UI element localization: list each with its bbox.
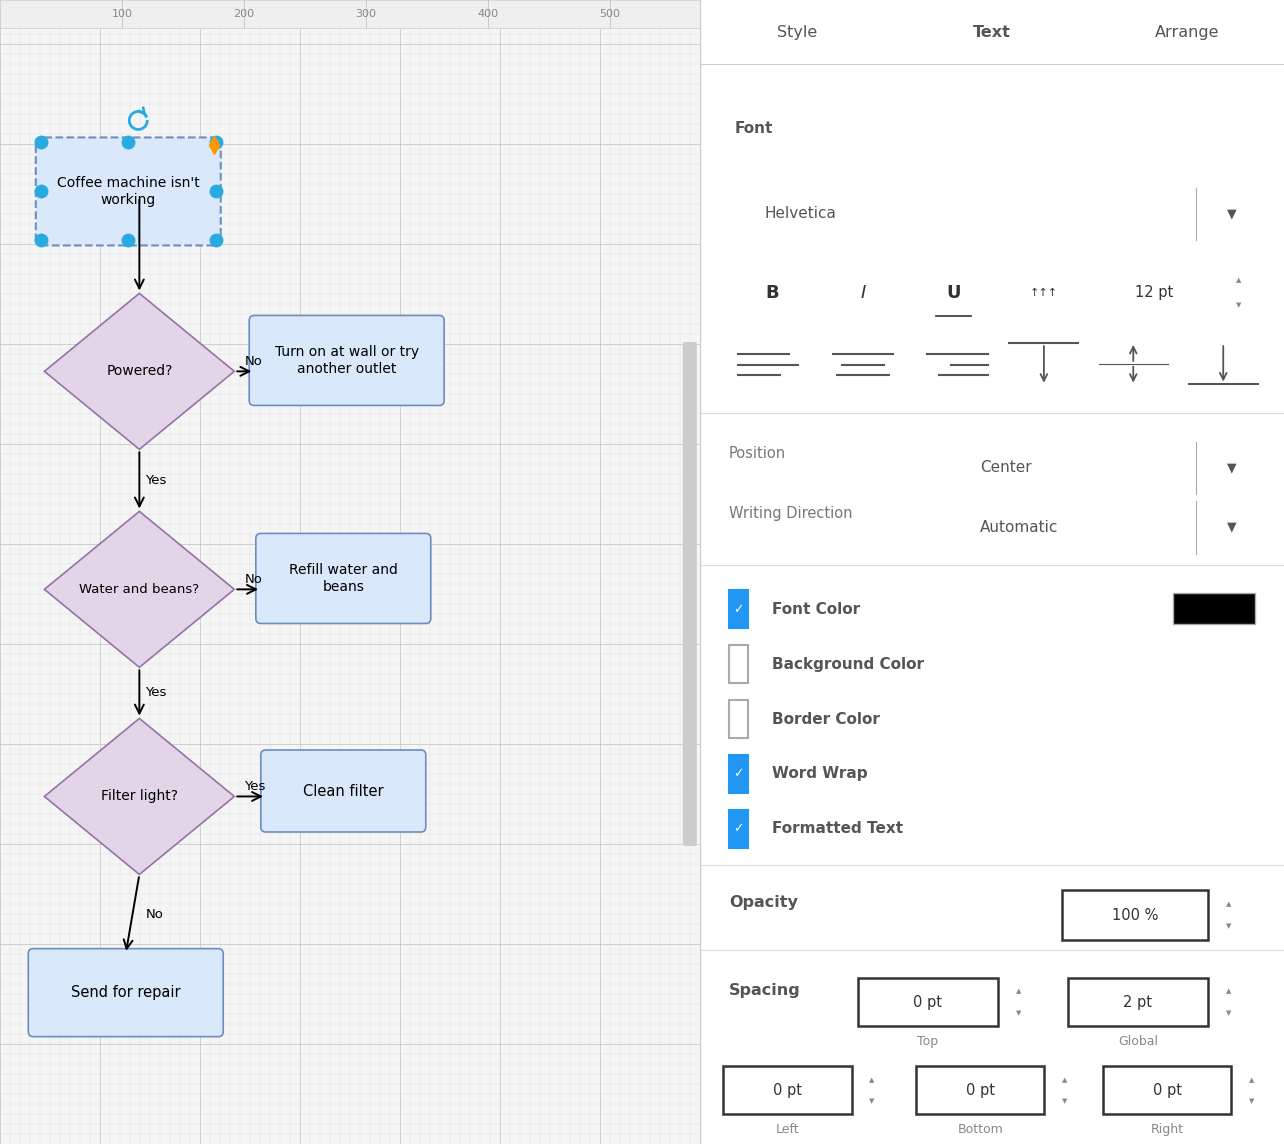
FancyBboxPatch shape — [28, 948, 223, 1036]
Text: Water and beans?: Water and beans? — [80, 582, 199, 596]
Text: 100: 100 — [112, 9, 132, 19]
Polygon shape — [45, 718, 234, 874]
Bar — [1090, 264, 1219, 321]
Text: Word Wrap: Word Wrap — [772, 766, 867, 781]
Text: ▲: ▲ — [1226, 988, 1231, 994]
FancyBboxPatch shape — [249, 316, 444, 405]
Bar — [1174, 594, 1254, 625]
Text: 400: 400 — [478, 9, 498, 19]
Bar — [998, 978, 1039, 1026]
FancyBboxPatch shape — [261, 750, 426, 832]
Text: 0 pt: 0 pt — [1153, 1082, 1181, 1098]
Text: No: No — [145, 907, 163, 921]
Text: 200: 200 — [234, 9, 254, 19]
Text: Writing Direction: Writing Direction — [729, 506, 853, 521]
Text: Global: Global — [1118, 1035, 1158, 1048]
Text: Automatic: Automatic — [980, 519, 1058, 535]
Text: ✓: ✓ — [733, 823, 743, 835]
Text: Background Color: Background Color — [772, 657, 923, 672]
Text: 0 pt: 0 pt — [966, 1082, 995, 1098]
Text: Formatted Text: Formatted Text — [772, 821, 903, 836]
Text: Bottom: Bottom — [958, 1123, 1003, 1136]
Bar — [723, 1066, 851, 1114]
Bar — [1062, 890, 1208, 940]
Bar — [1068, 978, 1208, 1026]
Text: No: No — [244, 355, 262, 368]
Text: ▼: ▼ — [1062, 1098, 1067, 1104]
Text: 12 pt: 12 pt — [1135, 285, 1174, 301]
Text: Refill water and
beans: Refill water and beans — [289, 563, 398, 594]
Text: ▼: ▼ — [1236, 302, 1242, 309]
Text: ▼: ▼ — [1226, 207, 1236, 221]
Text: Style: Style — [777, 24, 818, 40]
Bar — [1044, 1066, 1085, 1114]
Bar — [851, 1066, 892, 1114]
Text: 0 pt: 0 pt — [773, 1082, 802, 1098]
Text: Right: Right — [1150, 1123, 1184, 1136]
Bar — [1208, 890, 1249, 940]
Text: ▼: ▼ — [869, 1098, 874, 1104]
Text: ▼: ▼ — [1226, 521, 1236, 534]
Text: ▼: ▼ — [1226, 923, 1231, 929]
Text: ▼: ▼ — [1016, 1010, 1021, 1016]
Bar — [895, 0, 1089, 64]
Text: Helvetica: Helvetica — [764, 206, 836, 222]
FancyBboxPatch shape — [256, 533, 430, 623]
Bar — [1208, 978, 1249, 1026]
Text: 0 pt: 0 pt — [913, 994, 942, 1010]
Text: ▲: ▲ — [869, 1077, 874, 1082]
Text: ✓: ✓ — [733, 768, 743, 780]
Bar — [729, 590, 749, 628]
Text: Yes: Yes — [145, 686, 167, 699]
Text: ▼: ▼ — [1226, 461, 1236, 475]
Bar — [915, 1066, 1044, 1114]
Text: Top: Top — [917, 1035, 939, 1048]
Bar — [1231, 1066, 1272, 1114]
Text: B: B — [765, 284, 779, 302]
Bar — [700, 0, 895, 64]
FancyBboxPatch shape — [12, 0, 1284, 1144]
Text: 500: 500 — [600, 9, 620, 19]
Text: 300: 300 — [356, 9, 376, 19]
Text: Turn on at wall or try
another outlet: Turn on at wall or try another outlet — [275, 345, 419, 375]
Bar — [729, 700, 749, 738]
Text: Opacity: Opacity — [729, 895, 797, 909]
Text: Powered?: Powered? — [107, 364, 172, 379]
Text: Yes: Yes — [244, 780, 266, 793]
Text: Text: Text — [973, 24, 1011, 40]
Bar — [729, 755, 749, 793]
Text: Spacing: Spacing — [729, 983, 801, 998]
Bar — [0, 0, 700, 27]
FancyBboxPatch shape — [36, 137, 221, 246]
Text: Border Color: Border Color — [772, 712, 880, 726]
Bar — [1103, 1066, 1231, 1114]
Text: I: I — [860, 284, 865, 302]
Text: Clean filter: Clean filter — [303, 784, 384, 799]
Bar — [1089, 0, 1284, 64]
FancyBboxPatch shape — [683, 342, 697, 847]
Text: Coffee machine isn't
working: Coffee machine isn't working — [56, 176, 199, 207]
Polygon shape — [45, 511, 234, 667]
Text: Position: Position — [729, 446, 786, 461]
Text: Font Color: Font Color — [772, 602, 860, 617]
Text: ▲: ▲ — [1062, 1077, 1067, 1082]
Text: ▼: ▼ — [1249, 1098, 1254, 1104]
Text: ▲: ▲ — [1249, 1077, 1254, 1082]
Text: Filter light?: Filter light? — [101, 789, 178, 803]
Text: 2 pt: 2 pt — [1124, 994, 1153, 1010]
Text: ▲: ▲ — [1236, 277, 1242, 284]
Bar — [729, 810, 749, 848]
Text: No: No — [244, 573, 262, 586]
Text: ▲: ▲ — [1016, 988, 1021, 994]
